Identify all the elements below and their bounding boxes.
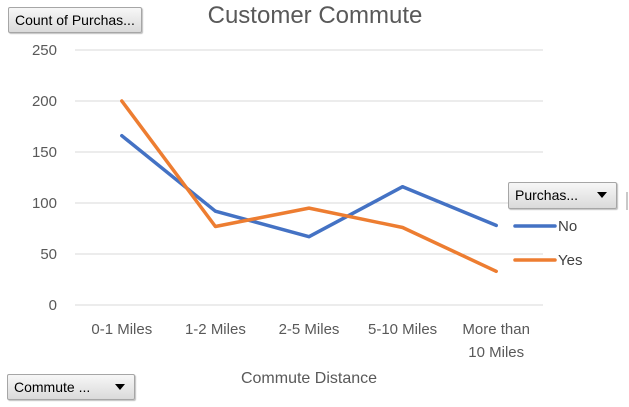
axis-field-dropdown[interactable]: Commute ... [7,374,135,400]
y-tick-label: 50 [40,246,57,263]
data-point-yes [120,99,124,103]
y-tick-label: 100 [32,195,57,212]
x-tick-label: 2-5 Miles [279,321,340,338]
values-field-label: Count of Purchas... [15,12,135,28]
axis-field-label: Commute ... [14,379,91,395]
legend-field-label: Purchas... [515,187,579,203]
data-point-no [307,235,311,239]
legend-field-dropdown[interactable]: Purchas... [508,182,617,209]
series-lines [120,99,498,274]
chevron-down-icon [597,192,607,198]
chevron-down-icon [115,384,125,390]
x-tick-label: 1-2 Miles [185,321,246,338]
x-axis-tick-labels: 0-1 Miles 1-2 Miles 2-5 Miles 5-10 Miles Mor… [91,321,530,361]
y-tick-label: 0 [49,297,57,314]
series-line-yes [120,99,498,274]
data-point-no [494,223,498,227]
data-point-no [120,134,124,138]
divider [626,192,628,210]
y-tick-label: 150 [32,144,57,161]
gridlines [75,49,543,306]
y-tick-label: 200 [32,93,57,110]
y-axis-tick-labels: 0 50 100 150 200 250 [32,42,57,314]
legend-label-yes: Yes [558,252,582,269]
legend-label-no: No [558,218,577,235]
data-point-yes [401,225,405,229]
x-tick-label: 0-1 Miles [91,321,152,338]
y-tick-label: 250 [32,42,57,59]
values-field-button[interactable]: Count of Purchas... [8,7,142,33]
data-point-yes [494,269,498,273]
data-point-yes [213,224,217,228]
x-tick-label: 5-10 Miles [368,321,437,338]
x-tick-label: More than 10 Miles [462,321,530,361]
chart-title: Customer Commute [207,2,423,29]
data-point-no [213,209,217,213]
x-axis-title: Commute Distance [240,370,378,387]
data-point-no [401,185,405,189]
legend: No Yes [513,218,582,269]
series-line-no [120,133,498,239]
data-point-yes [307,206,311,210]
